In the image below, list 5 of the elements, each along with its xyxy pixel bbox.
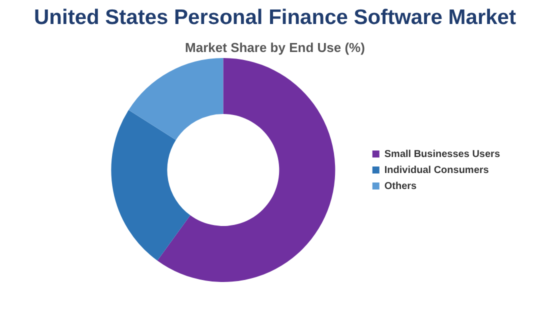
chart-subtitle: Market Share by End Use (%) (184, 40, 366, 55)
legend-label: Small Businesses Users (384, 148, 500, 160)
legend-label: Others (384, 180, 418, 192)
legend-label: Individual Consumers (384, 164, 490, 176)
chart-title: United States Personal Finance Software Market (33, 6, 517, 30)
